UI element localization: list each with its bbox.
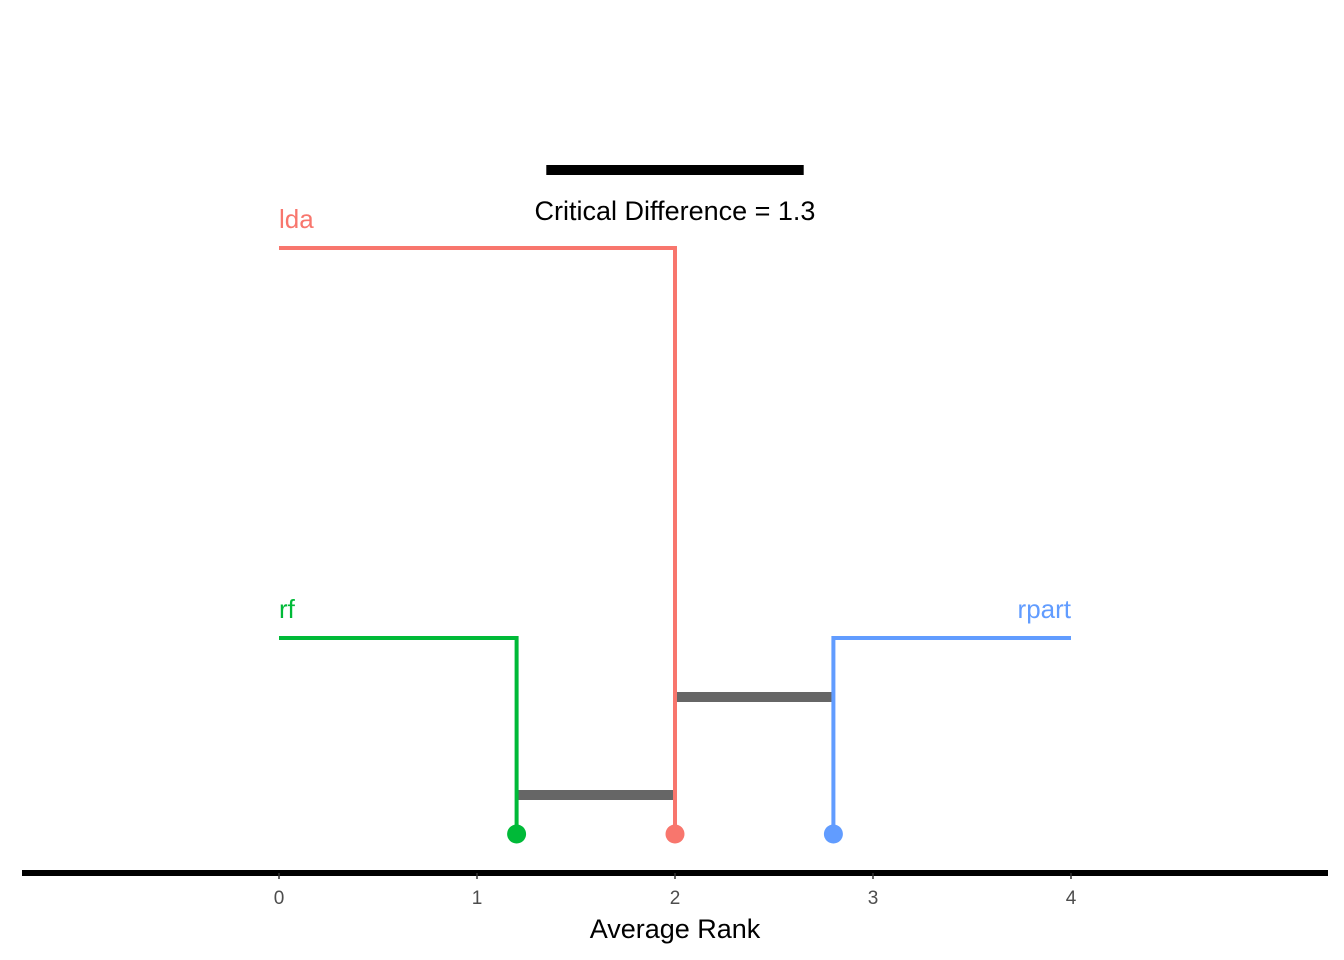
x-tick-label: 0 xyxy=(274,888,285,909)
learner-label-rf: rf xyxy=(279,594,296,624)
x-axis: Average Rank 0 1 2 3 4 xyxy=(22,870,1328,944)
learner-lines: lda rf rpart xyxy=(279,204,1072,844)
learner-label-lda: lda xyxy=(279,204,314,234)
x-tick-label: 1 xyxy=(472,888,483,909)
x-axis-title: Average Rank xyxy=(590,914,761,944)
x-tick-label: 3 xyxy=(868,888,879,909)
nemenyi-bars xyxy=(516,692,834,800)
learner-line-lda xyxy=(279,246,677,834)
critical-difference-label: Critical Difference = 1.3 xyxy=(535,196,816,226)
learner-line-rpart xyxy=(831,636,1071,834)
x-tick-label: 4 xyxy=(1066,888,1077,909)
learner-point-rpart xyxy=(823,824,843,844)
learner-point-rf xyxy=(507,824,527,844)
learner-line-rf xyxy=(279,636,519,834)
critical-difference-group: Critical Difference = 1.3 xyxy=(535,165,816,226)
learner-point-lda xyxy=(665,824,685,844)
learner-label-rpart: rpart xyxy=(1018,594,1072,624)
x-tick-label: 2 xyxy=(670,888,681,909)
